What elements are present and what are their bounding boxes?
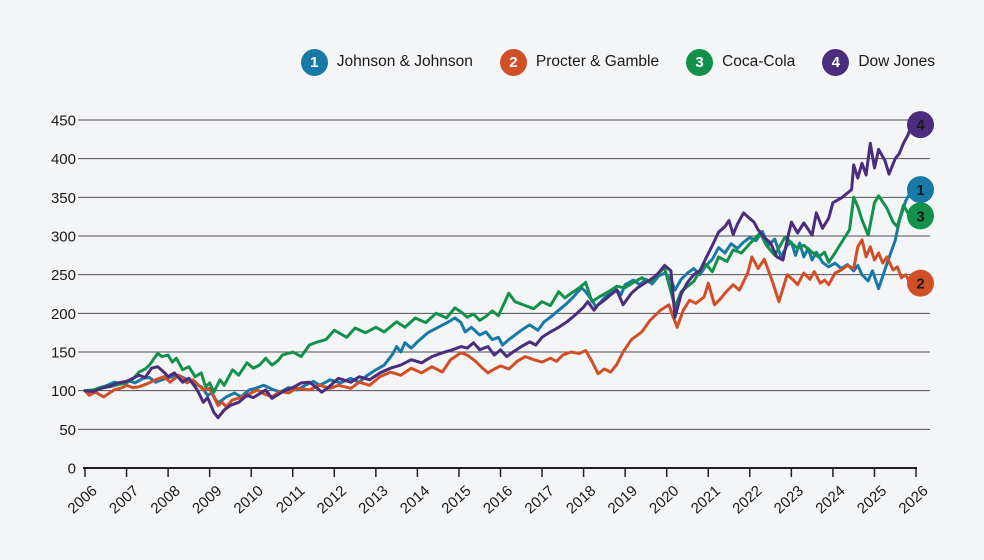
series-line-4 (83, 123, 914, 420)
badge-circle (907, 202, 934, 230)
legend-badge-number: 1 (310, 53, 319, 71)
legend-label: Johnson & Johnson (336, 53, 473, 70)
legend-item-dow-jones: 4 Dow Jones (822, 48, 935, 76)
y-axis-tick-label: 150 (51, 345, 76, 362)
x-axis-tick-label-group: 2022 (729, 482, 765, 517)
x-axis-tick-label-group: 2007 (106, 482, 142, 517)
chart-legend: 1 Johnson & Johnson 2 Procter & Gamble 3… (300, 48, 935, 76)
badge-number: 2 (916, 276, 924, 293)
y-axis-tick-label: 400 (51, 151, 76, 168)
x-axis-tick-label-group: 2024 (812, 482, 848, 517)
x-axis-tick-label-group: 2021 (688, 482, 724, 517)
legend-badge-3: 3 (686, 48, 714, 76)
y-axis-tick-label: 100 (51, 383, 76, 400)
x-axis-tick-label: 2014 (397, 482, 433, 517)
x-axis-tick-label: 2020 (646, 482, 682, 517)
x-axis-tick-label: 2025 (854, 482, 890, 517)
badge-circle (907, 176, 934, 204)
x-axis-tick-label: 2011 (273, 482, 308, 516)
x-axis-tick-label-group: 2025 (854, 482, 890, 517)
x-axis-tick-label-group: 2012 (314, 482, 350, 517)
series-end-badge-1: 1 (907, 176, 934, 204)
x-axis-tick-label: 2023 (771, 482, 807, 517)
x-axis-tick-label: 2006 (64, 482, 100, 517)
y-axis-tick-label: 250 (51, 267, 76, 284)
x-axis-tick-label: 2016 (480, 482, 516, 517)
badge-number: 3 (916, 208, 924, 225)
x-axis-tick-label: 2009 (189, 482, 225, 517)
badge-number: 4 (916, 117, 925, 134)
x-axis-tick-label-group: 2026 (895, 482, 931, 517)
badge-circle (907, 111, 934, 139)
y-axis-tick-label: 0 (68, 461, 76, 478)
x-axis-tick-label-group: 2014 (397, 482, 433, 517)
x-axis-tick-label-group: 2013 (355, 482, 391, 517)
series-end-badge-4: 4 (907, 111, 934, 139)
series-line-3 (83, 194, 914, 394)
legend-badge-4: 4 (822, 48, 850, 76)
legend-item-johnson-and-johnson: 1 Johnson & Johnson (300, 48, 473, 76)
legend-item-procter-and-gamble: 2 Procter & Gamble (499, 48, 660, 76)
x-axis-tick-label-group: 2009 (189, 482, 225, 517)
x-axis-tick-label: 2021 (688, 482, 724, 517)
x-axis-tick-label: 2024 (812, 482, 848, 517)
x-axis-tick-label: 2017 (522, 482, 558, 517)
legend-badge-2: 2 (499, 48, 527, 76)
y-axis-tick-label: 350 (51, 190, 76, 207)
series-end-badge-3: 3 (907, 202, 934, 230)
badge-circle (907, 269, 934, 297)
x-axis-tick-label-group: 2019 (605, 482, 641, 517)
badge-number: 1 (916, 182, 924, 199)
x-axis-tick-label: 2018 (563, 482, 599, 517)
y-axis-tick-label: 450 (51, 113, 76, 130)
x-axis-tick-label-group: 2020 (646, 482, 682, 517)
legend-badge-number: 4 (831, 53, 840, 71)
x-axis-tick-label-group: 2015 (438, 482, 474, 517)
x-axis-tick-label-group: 2006 (64, 482, 100, 517)
x-axis-tick-label: 2007 (106, 482, 142, 517)
legend-label: Procter & Gamble (535, 53, 660, 70)
x-axis-tick-label-group: 2011 (273, 482, 308, 516)
x-axis-tick-label-group: 2010 (231, 482, 267, 517)
x-axis-tick-label: 2019 (605, 482, 641, 517)
y-axis-tick-label: 50 (59, 422, 76, 439)
x-axis-tick-label-group: 2023 (771, 482, 807, 517)
x-axis-tick-label-group: 2008 (148, 482, 184, 517)
series-line-2 (83, 238, 914, 409)
x-axis-tick-label: 2012 (314, 482, 350, 517)
x-axis-tick-label: 2026 (895, 482, 931, 517)
legend-item-coca-cola: 3 Coca-Cola (686, 48, 796, 76)
x-axis-tick-label-group: 2018 (563, 482, 599, 517)
y-axis-tick-label: 300 (51, 229, 76, 246)
x-axis-tick-label: 2022 (729, 482, 765, 517)
legend-badge-1: 1 (300, 48, 328, 76)
legend-label: Coca-Cola (722, 53, 796, 70)
x-axis-tick-label: 2013 (355, 482, 391, 517)
series-line-1 (83, 188, 914, 405)
x-axis-tick-label-group: 2016 (480, 482, 516, 517)
series-end-badge-2: 2 (907, 269, 934, 297)
x-axis-tick-label: 2015 (438, 482, 474, 517)
legend-badge-number: 3 (695, 53, 704, 71)
legend-badge-number: 2 (509, 53, 518, 71)
x-axis-tick-label-group: 2017 (522, 482, 558, 517)
legend-label: Dow Jones (858, 53, 935, 70)
x-axis-tick-label: 2008 (148, 482, 184, 517)
y-axis-tick-label: 200 (51, 306, 76, 323)
x-axis-tick-label: 2010 (231, 482, 267, 517)
